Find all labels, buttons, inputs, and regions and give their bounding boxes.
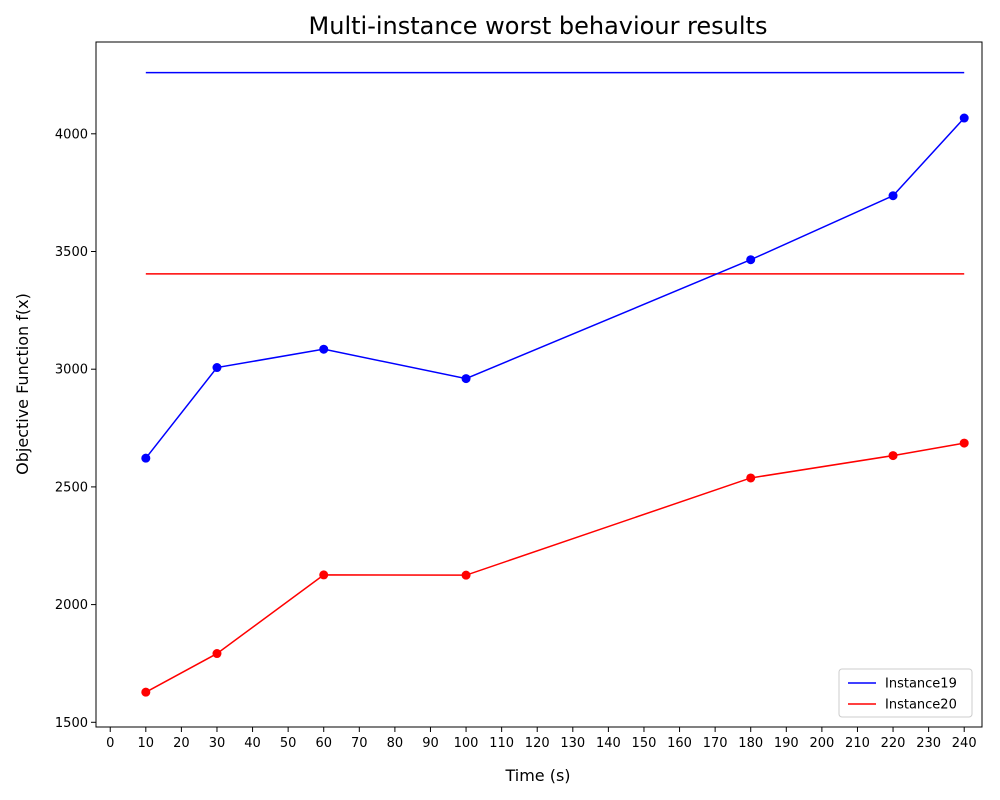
y-tick-label: 1500 <box>55 716 88 731</box>
x-tick-label: 50 <box>280 736 297 751</box>
data-point-instance19 <box>141 453 151 463</box>
legend-label-instance20: Instance20 <box>885 698 957 713</box>
data-point-instance20 <box>746 473 756 483</box>
x-tick-label: 170 <box>703 736 728 751</box>
x-tick-label: 120 <box>525 736 550 751</box>
x-tick-label: 160 <box>667 736 692 751</box>
x-tick-label: 240 <box>952 736 977 751</box>
plot-area <box>141 71 969 697</box>
data-point-instance19 <box>212 363 222 373</box>
x-tick-label: 90 <box>422 736 439 751</box>
y-tick-label: 2000 <box>55 598 88 613</box>
data-point-instance19 <box>319 344 329 354</box>
x-tick-label: 230 <box>916 736 941 751</box>
y-tick-label: 4000 <box>55 127 88 142</box>
x-tick-label: 40 <box>244 736 261 751</box>
x-tick-label: 20 <box>173 736 190 751</box>
y-axis-label: Objective Function f(x) <box>13 293 32 475</box>
x-tick-label: 150 <box>632 736 657 751</box>
data-point-instance20 <box>959 438 969 448</box>
x-tick-label: 200 <box>809 736 834 751</box>
data-point-instance20 <box>212 649 222 659</box>
y-axis: 1500 2000 2500 3000 3500 4000 <box>55 127 96 731</box>
x-tick-label: 190 <box>774 736 799 751</box>
y-tick-label: 3500 <box>55 245 88 260</box>
x-tick-label: 0 <box>106 736 114 751</box>
x-tick-label: 10 <box>138 736 155 751</box>
data-point-instance20 <box>141 687 151 697</box>
x-tick-label: 110 <box>489 736 514 751</box>
data-point-instance19 <box>746 255 756 265</box>
series-line-instance20 <box>145 442 965 693</box>
data-point-instance20 <box>888 451 898 461</box>
x-tick-label: 130 <box>560 736 585 751</box>
x-tick-label: 140 <box>596 736 621 751</box>
x-tick-label: 60 <box>315 736 332 751</box>
legend-box <box>838 668 973 718</box>
x-axis-label: Time (s) <box>504 766 570 785</box>
x-axis: 0 10 20 30 40 50 60 70 80 90 100 110 120 130 140 150 160… <box>106 727 977 751</box>
x-tick-label: 100 <box>454 736 479 751</box>
data-point-instance19 <box>461 374 471 384</box>
plot-frame <box>95 41 983 728</box>
data-point-instance20 <box>461 570 471 580</box>
x-tick-label: 210 <box>845 736 870 751</box>
series-line-instance19 <box>145 117 965 459</box>
data-point-instance20 <box>319 570 329 580</box>
x-tick-label: 30 <box>209 736 226 751</box>
x-tick-label: 180 <box>738 736 763 751</box>
legend: Instance19 Instance20 <box>838 668 973 718</box>
data-point-instance19 <box>888 191 898 201</box>
data-point-instance19 <box>959 113 969 123</box>
x-tick-label: 80 <box>387 736 404 751</box>
y-tick-label: 3000 <box>55 363 88 378</box>
legend-label-instance19: Instance19 <box>885 677 957 692</box>
x-tick-label: 70 <box>351 736 368 751</box>
y-tick-label: 2500 <box>55 480 88 495</box>
chart-title: Multi-instance worst behaviour results <box>309 12 768 40</box>
x-tick-label: 220 <box>881 736 906 751</box>
